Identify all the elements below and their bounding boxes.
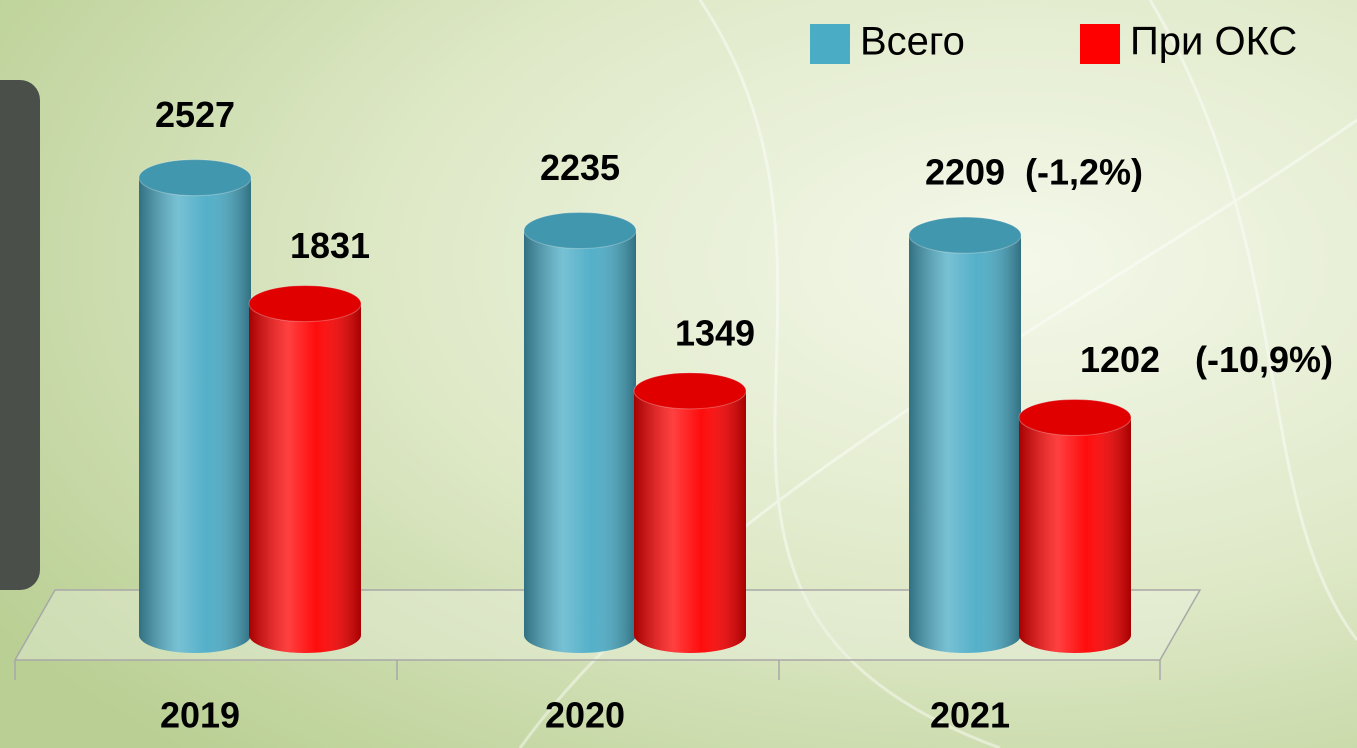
- bar-top-shade: [524, 212, 636, 248]
- side-photo: [0, 80, 40, 590]
- annotation: (-10,9%): [1195, 339, 1333, 380]
- bar-top-shade: [139, 160, 251, 196]
- bar-shade: [634, 391, 746, 653]
- bar-shade: [524, 230, 636, 653]
- data-label: 2209: [925, 152, 1005, 193]
- data-label: 1202: [1080, 339, 1160, 380]
- bar-shade: [909, 235, 1021, 653]
- bar: [1019, 399, 1131, 653]
- data-label: 2235: [540, 147, 620, 188]
- bar-top-shade: [1019, 399, 1131, 435]
- x-tick-label: 2020: [545, 695, 625, 736]
- chart: 2019 2020 2021 2527 2235 2209 1831 1349 1202 (-1,…: [0, 0, 1357, 748]
- legend-swatch: [1080, 24, 1120, 64]
- legend-swatch: [810, 24, 850, 64]
- bar-shade: [139, 178, 251, 653]
- legend-label: Всего: [860, 20, 965, 64]
- x-tick-label: 2019: [160, 695, 240, 736]
- bar: [634, 373, 746, 653]
- x-tick-label: 2021: [930, 695, 1010, 736]
- bar-top-shade: [909, 217, 1021, 253]
- bar: [909, 217, 1021, 653]
- data-label: 1349: [675, 312, 755, 353]
- bar-shade: [249, 304, 361, 653]
- bar-top-shade: [249, 286, 361, 322]
- annotation: (-1,2%): [1025, 152, 1143, 193]
- bar: [249, 286, 361, 653]
- legend-label: При ОКС: [1130, 20, 1297, 64]
- bar: [524, 212, 636, 653]
- bar-shade: [1019, 417, 1131, 653]
- data-label: 1831: [290, 225, 370, 266]
- page: {"chart_data": {"type": "bar3d", "catego…: [0, 0, 1357, 748]
- data-label: 2527: [155, 94, 235, 135]
- bar-top-shade: [634, 373, 746, 409]
- bar: [139, 160, 251, 653]
